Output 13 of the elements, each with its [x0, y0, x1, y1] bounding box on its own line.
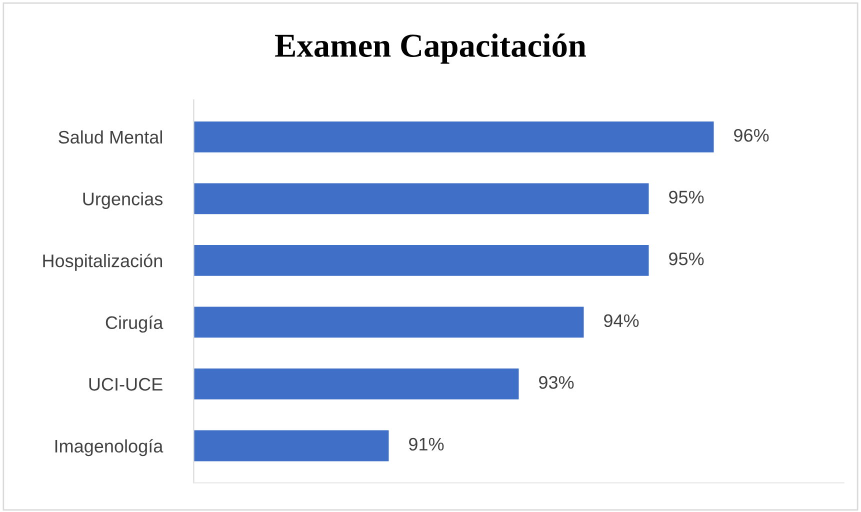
data-label: 94% [604, 314, 639, 328]
data-label: 91% [409, 438, 444, 451]
y-tick-label: UCI-UCE [89, 378, 162, 391]
data-label: 95% [669, 190, 704, 204]
y-tick-label: Hospitalización [43, 254, 162, 271]
y-tick-label: Imagenología [55, 439, 164, 456]
chart-title: Examen Capacitación [275, 34, 586, 64]
data-label: 96% [734, 128, 769, 142]
y-tick-label: Salud Mental [58, 130, 162, 144]
data-label: 93% [539, 376, 574, 389]
y-tick-label: Cirugía [106, 316, 164, 333]
data-label: 95% [669, 252, 704, 266]
y-tick-label: Urgencias [83, 192, 163, 209]
